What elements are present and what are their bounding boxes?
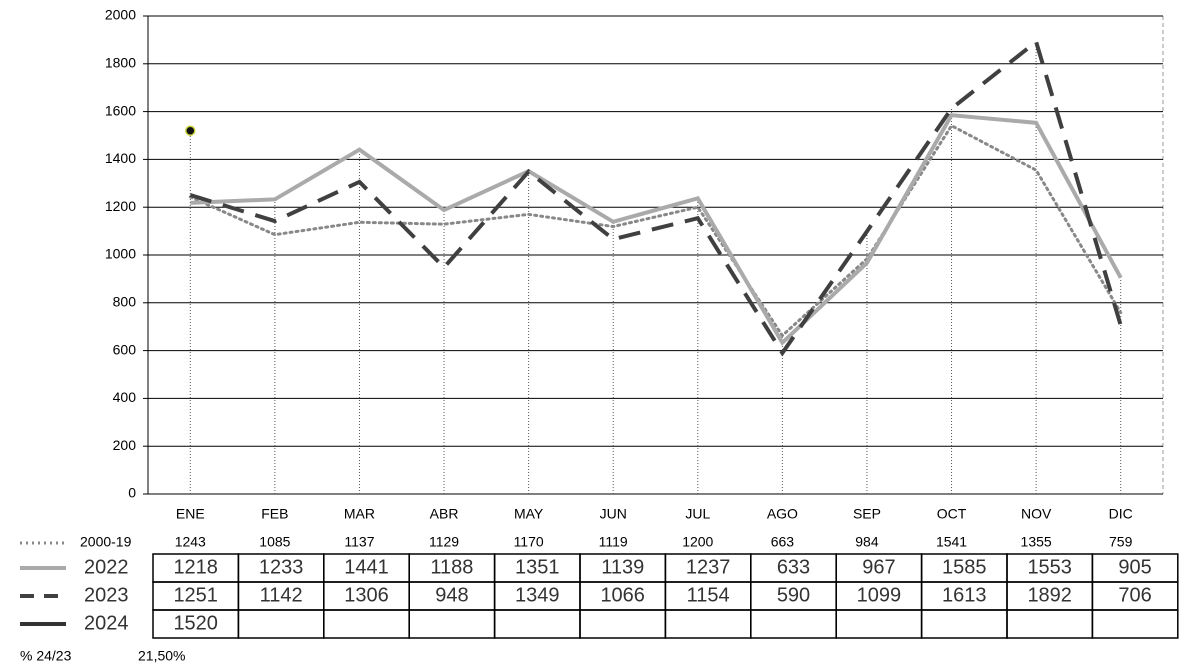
x-tick-label: AGO [767,506,798,522]
table-value: 984 [855,534,879,550]
table-cell [493,609,581,639]
y-tick-label: 800 [113,294,137,310]
series-line [189,38,1123,357]
legend-label: 2024 [84,612,129,634]
table-value: 663 [771,534,795,550]
legend-label: 2023 [84,584,129,606]
footer-value: 21,50% [138,648,185,664]
table-value: 1139 [601,556,644,578]
table-value: 967 [862,556,895,578]
y-tick-label: 2000 [105,7,136,23]
table-cell [835,609,923,639]
table-cell [323,609,410,639]
table-value: 1237 [686,556,731,578]
table-value: 1251 [173,584,218,606]
x-tick-label: JUN [600,506,627,522]
table-cell [664,609,752,639]
table-cell [920,609,1008,639]
table-cell [579,609,667,639]
table-value: 1154 [687,584,730,606]
table-value: 633 [777,556,810,578]
x-tick-label: JUL [685,506,710,522]
table-cell [1006,609,1094,639]
table-value: 1188 [430,556,473,578]
table-value: 1351 [515,556,560,578]
table-value: 1233 [259,556,304,578]
table-value: 1099 [857,584,902,606]
table-value: 706 [1118,584,1151,606]
table-value: 1066 [600,584,645,606]
table-value: 1355 [1021,534,1052,550]
table-cell [408,609,496,639]
table-value: 1170 [514,534,544,550]
x-tick-label: DIC [1109,506,1133,522]
table-value: 1441 [344,556,389,578]
series-point [185,125,196,136]
table-value: 1349 [515,584,560,606]
table-value: 1137 [344,534,374,550]
series-line [188,123,1123,338]
table-cell [237,609,325,639]
y-tick-label: 1000 [105,246,136,262]
table-value: 1085 [259,534,290,550]
table-value: 1520 [173,612,218,634]
x-tick-label: ENE [176,506,205,522]
table-value: 1541 [936,534,967,550]
x-tick-label: MAR [344,506,375,522]
table-value: 1613 [942,584,987,606]
footer-label: % 24/23 [20,648,72,664]
y-tick-label: 1400 [105,150,136,166]
x-tick-label: FEB [261,506,288,522]
table-value: 590 [777,584,810,606]
table-value: 1243 [175,534,206,550]
x-tick-label: MAY [514,506,544,522]
y-tick-label: 0 [128,485,136,501]
y-tick-label: 400 [113,389,137,405]
x-tick-label: SEP [853,506,881,522]
y-tick-label: 1800 [105,55,136,71]
table-value: 948 [435,584,468,606]
legend-label: 2022 [84,556,129,578]
series-line [190,113,1123,346]
table-value: 1218 [173,556,218,578]
x-tick-label: OCT [937,506,967,522]
y-tick-label: 600 [113,341,137,357]
legend-label: 2000-19 [80,534,132,550]
table-value: 1306 [344,584,389,606]
y-tick-label: 1600 [105,102,136,118]
table-value: 1129 [429,534,459,550]
table-value: 1200 [682,534,713,550]
table-value: 905 [1118,556,1151,578]
y-tick-label: 200 [113,437,137,453]
table-value: 1892 [1027,584,1072,606]
table-value: 759 [1109,534,1133,550]
table-value: 1553 [1027,556,1072,578]
table-cell [750,609,837,639]
table-value: 1585 [942,556,987,578]
table-value: 1119 [599,534,628,550]
table-cell [1091,609,1179,639]
x-tick-label: NOV [1021,506,1052,522]
y-tick-label: 1200 [105,198,136,214]
x-tick-label: ABR [430,506,459,522]
table-value: 1142 [260,584,303,606]
